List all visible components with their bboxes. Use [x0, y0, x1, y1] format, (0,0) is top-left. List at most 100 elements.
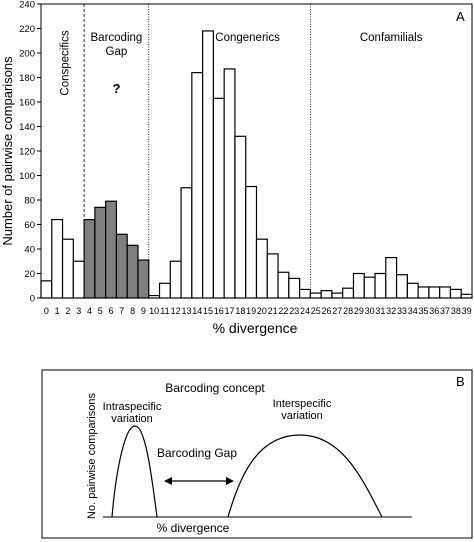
- x-tick-label: 11: [160, 306, 169, 316]
- x-tick-label: 18: [235, 306, 245, 316]
- histogram-bar: [191, 71, 204, 299]
- histogram-bar: [255, 238, 268, 299]
- x-tick-label: 15: [203, 306, 213, 316]
- histogram-bar: [40, 280, 53, 299]
- region-label: Conspecifics: [60, 30, 72, 95]
- histogram-bar: [115, 233, 128, 299]
- histogram-bar: [126, 244, 139, 299]
- y-axis-label: Number of pairwise comparisons: [0, 56, 15, 246]
- histogram-bar: [105, 200, 118, 299]
- x-axis-label: % divergence: [213, 320, 298, 336]
- histogram-bar: [223, 68, 236, 299]
- histogram-bar: [266, 253, 279, 299]
- panel-label-b: B: [456, 374, 465, 389]
- x-tick-label: 36: [429, 306, 439, 316]
- intraspecific-label: Intraspecific variation: [103, 401, 162, 425]
- histogram-bar: [352, 272, 365, 299]
- x-tick-label: 19: [246, 306, 256, 316]
- concept-y-label: No. pairwise comparisons: [86, 393, 98, 519]
- region-label: Confamilials: [360, 32, 423, 44]
- region-dividers: Conspecifics Barcoding Gap? Congenerics Conf…: [60, 4, 423, 298]
- x-tick-label: 33: [397, 306, 407, 316]
- histogram-bar: [234, 135, 247, 299]
- histogram-bar: [137, 259, 150, 299]
- histogram-bar: [148, 294, 161, 299]
- histogram-bar: [288, 277, 301, 299]
- histogram-bar: [299, 288, 311, 299]
- x-tick-label: 0: [44, 306, 49, 316]
- histogram-bar: [180, 187, 193, 299]
- x-tick-label: 27: [332, 306, 342, 316]
- concept-panel: B Barcoding concept No. pairwise compari…: [41, 369, 473, 539]
- y-tick-label: 240: [19, 0, 35, 11]
- x-tick-label: 14: [192, 306, 202, 316]
- x-tick-label: 29: [354, 306, 364, 316]
- x-tick-label: 21: [268, 306, 278, 316]
- intraspecific-curve: [111, 425, 158, 518]
- y-tick-label: 20: [24, 269, 35, 280]
- x-tick-label: 9: [141, 306, 146, 316]
- histogram-bar: [320, 290, 333, 299]
- x-tick-label: 2: [65, 306, 70, 316]
- x-tick-label: 12: [171, 306, 181, 316]
- x-tick-label: 23: [289, 306, 299, 316]
- x-tick-label: 20: [257, 306, 267, 316]
- x-tick-label: 3: [76, 306, 81, 316]
- y-tick-label: 100: [19, 171, 35, 182]
- x-tick-label: 6: [109, 306, 114, 316]
- x-tick-label: 25: [311, 306, 321, 316]
- y-tick-label: 120: [19, 147, 35, 158]
- histogram-bar: [158, 282, 171, 299]
- x-tick-label: 22: [278, 306, 288, 316]
- region-note: ?: [112, 81, 120, 96]
- y-tick-label: 40: [24, 245, 35, 256]
- histogram-bar: [245, 185, 258, 299]
- x-tick-label: 37: [440, 306, 450, 316]
- histogram-bar: [61, 238, 74, 299]
- histogram-bar: [94, 206, 107, 299]
- y-tick-label: 80: [24, 196, 35, 207]
- region-label: Barcoding: [91, 32, 143, 44]
- histogram-bar: [277, 271, 290, 299]
- x-tick-label: 8: [130, 306, 135, 316]
- x-tick-label: 26: [322, 306, 332, 316]
- x-tick-label: 10: [149, 306, 159, 316]
- x-tick-label: 1: [55, 306, 60, 316]
- y-tick-label: 200: [19, 49, 35, 60]
- x-tick-label: 28: [343, 306, 353, 316]
- histogram-bar: [331, 292, 344, 299]
- bars: [40, 30, 473, 299]
- histogram-bar: [395, 274, 408, 299]
- histogram-bar: [309, 292, 322, 299]
- region-label: Congenerics: [215, 32, 280, 44]
- histogram-bar: [212, 97, 225, 299]
- interspecific-label: Interspecific variation: [273, 398, 332, 422]
- histogram-bar: [169, 260, 182, 299]
- histogram-bar: [342, 287, 355, 299]
- y-tick-label: 180: [19, 73, 35, 84]
- x-tick-label: 32: [386, 306, 396, 316]
- histogram-bar: [417, 286, 430, 299]
- histogram-bar: [439, 286, 452, 299]
- barcoding-gap-arrow: [164, 477, 234, 485]
- y-tick-label: 160: [19, 98, 35, 109]
- histogram-bar: [72, 260, 85, 299]
- x-tick-label: 30: [365, 306, 375, 316]
- histogram-bar: [428, 286, 441, 299]
- histogram-bar: [83, 219, 96, 299]
- histogram-bar: [406, 282, 419, 299]
- x-tick-label: 38: [451, 306, 461, 316]
- histogram-bar: [363, 276, 376, 299]
- gap-label: Barcoding Gap: [157, 446, 237, 460]
- panel-label-a: A: [456, 9, 465, 24]
- x-tick-label: 16: [214, 306, 224, 316]
- x-tick-label: 5: [98, 306, 103, 316]
- concept-title: Barcoding concept: [165, 381, 265, 395]
- concept-x-label: % divergence: [157, 521, 230, 535]
- x-tick-label: 17: [225, 306, 235, 316]
- x-tick-label: 31: [375, 306, 385, 316]
- x-tick-label: 24: [300, 306, 310, 316]
- x-axis-ticks: 0 1 2 3 4 5 6 7 8 9 10 11 12 13 14 15 16 17 18 19 20 21 22 23 24…: [44, 306, 472, 316]
